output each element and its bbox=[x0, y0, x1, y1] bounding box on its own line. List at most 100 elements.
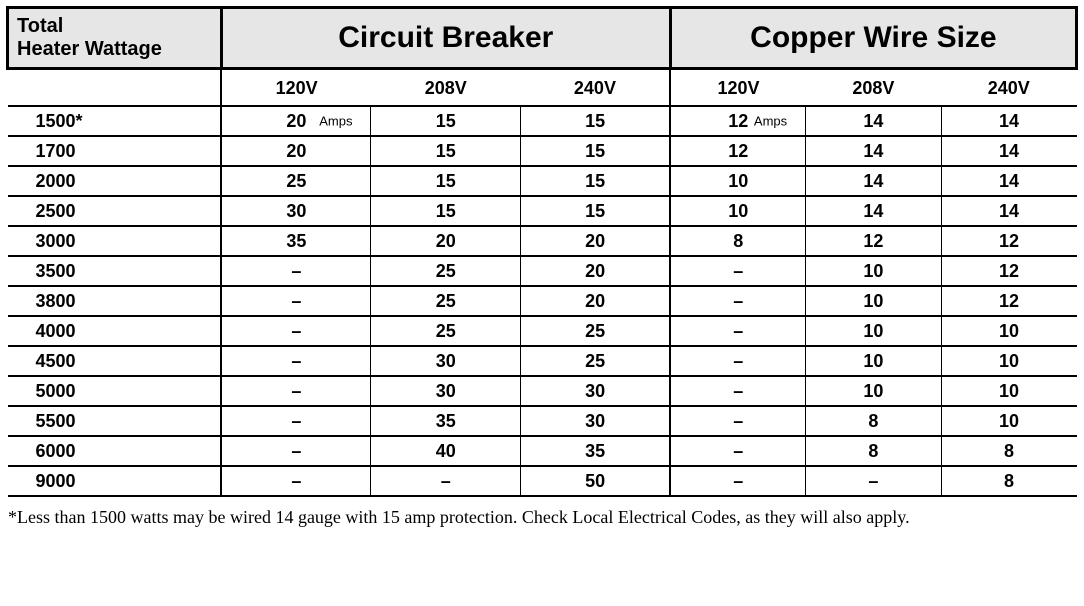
unit-label: Amps bbox=[319, 114, 352, 129]
table-cell: 8 bbox=[806, 436, 941, 466]
table-cell: 12 bbox=[941, 256, 1076, 286]
table-row: 4000–2525–1010 bbox=[8, 316, 1077, 346]
table-cell: 10 bbox=[806, 346, 941, 376]
table-cell: 4000 bbox=[8, 316, 222, 346]
table-cell: 14 bbox=[806, 136, 941, 166]
table-cell: 14 bbox=[941, 196, 1076, 226]
header-row: Total Heater Wattage Circuit Breaker Cop… bbox=[8, 8, 1077, 69]
table-cell: 12 bbox=[806, 226, 941, 256]
table-row: 300035202081212 bbox=[8, 226, 1077, 256]
table-cell: 6000 bbox=[8, 436, 222, 466]
table-cell: 30 bbox=[521, 376, 671, 406]
table-cell: 5000 bbox=[8, 376, 222, 406]
subheader-cw-240: 240V bbox=[941, 69, 1076, 107]
table-cell: – bbox=[371, 466, 521, 496]
table-cell: 10 bbox=[670, 196, 805, 226]
subheader-cb-208: 208V bbox=[371, 69, 521, 107]
table-row: 2000251515101414 bbox=[8, 166, 1077, 196]
table-cell: 25 bbox=[371, 286, 521, 316]
table-cell: – bbox=[221, 346, 371, 376]
table-cell: 20 bbox=[371, 226, 521, 256]
unit-label: Amps bbox=[754, 114, 787, 129]
table-cell: 12Amps bbox=[670, 106, 805, 136]
table-cell: 40 bbox=[371, 436, 521, 466]
table-cell: 20 bbox=[221, 136, 371, 166]
table-cell: 30 bbox=[521, 406, 671, 436]
table-cell: 14 bbox=[806, 166, 941, 196]
table-cell: 10 bbox=[806, 376, 941, 406]
table-row: 3500–2520–1012 bbox=[8, 256, 1077, 286]
subheader-cb-240: 240V bbox=[521, 69, 671, 107]
table-cell: – bbox=[221, 256, 371, 286]
table-row: 5500–3530–810 bbox=[8, 406, 1077, 436]
table-cell: 15 bbox=[371, 106, 521, 136]
table-cell: 12 bbox=[941, 226, 1076, 256]
heater-sizing-table: Total Heater Wattage Circuit Breaker Cop… bbox=[6, 6, 1078, 497]
table-cell: – bbox=[221, 466, 371, 496]
table-cell: 4500 bbox=[8, 346, 222, 376]
table-cell: 10 bbox=[941, 376, 1076, 406]
table-body: 1500*20Amps151512Amps1414170020151512141… bbox=[8, 106, 1077, 496]
table-cell: 5500 bbox=[8, 406, 222, 436]
table-cell: 25 bbox=[371, 316, 521, 346]
table-cell: – bbox=[670, 316, 805, 346]
subheader-row: 120V 208V 240V 120V 208V 240V bbox=[8, 69, 1077, 107]
table-cell: 10 bbox=[806, 286, 941, 316]
table-cell: – bbox=[670, 256, 805, 286]
table-cell: 20 bbox=[521, 256, 671, 286]
table-cell: 10 bbox=[941, 406, 1076, 436]
table-cell: 20 bbox=[521, 226, 671, 256]
table-cell: 25 bbox=[371, 256, 521, 286]
table-cell: – bbox=[221, 376, 371, 406]
table-cell: 12 bbox=[941, 286, 1076, 316]
table-cell: – bbox=[221, 436, 371, 466]
subheader-cw-208: 208V bbox=[806, 69, 941, 107]
subheader-cw-120: 120V bbox=[670, 69, 805, 107]
table-row: 5000–3030–1010 bbox=[8, 376, 1077, 406]
table-row: 4500–3025–1010 bbox=[8, 346, 1077, 376]
table-cell: – bbox=[670, 286, 805, 316]
table-cell: 3500 bbox=[8, 256, 222, 286]
table-cell: 1500* bbox=[8, 106, 222, 136]
table-cell: 8 bbox=[806, 406, 941, 436]
table-cell: 25 bbox=[221, 166, 371, 196]
table-cell: 30 bbox=[371, 346, 521, 376]
footnote: *Less than 1500 watts may be wired 14 ga… bbox=[6, 507, 1078, 528]
table-row: 1500*20Amps151512Amps1414 bbox=[8, 106, 1077, 136]
table-cell: 8 bbox=[670, 226, 805, 256]
table-cell: 9000 bbox=[8, 466, 222, 496]
table-cell: 15 bbox=[521, 136, 671, 166]
table-cell: 2500 bbox=[8, 196, 222, 226]
table-cell: 15 bbox=[371, 196, 521, 226]
subheader-empty bbox=[8, 69, 222, 107]
table-row: 3800–2520–1012 bbox=[8, 286, 1077, 316]
table-cell: 3800 bbox=[8, 286, 222, 316]
table-cell: 14 bbox=[941, 136, 1076, 166]
table-cell: 8 bbox=[941, 466, 1076, 496]
table-cell: 50 bbox=[521, 466, 671, 496]
table-cell: – bbox=[670, 436, 805, 466]
table-cell: 20 bbox=[521, 286, 671, 316]
table-cell: 30 bbox=[221, 196, 371, 226]
table-row: 2500301515101414 bbox=[8, 196, 1077, 226]
table-cell: 20Amps bbox=[221, 106, 371, 136]
header-wattage: Total Heater Wattage bbox=[8, 8, 222, 69]
table-cell: – bbox=[221, 406, 371, 436]
table-cell: – bbox=[221, 316, 371, 346]
table-cell: 15 bbox=[371, 166, 521, 196]
table-cell: 25 bbox=[521, 346, 671, 376]
table-cell: – bbox=[670, 406, 805, 436]
table-cell: 14 bbox=[806, 106, 941, 136]
table-cell: 2000 bbox=[8, 166, 222, 196]
table-cell: – bbox=[670, 466, 805, 496]
table-cell: 35 bbox=[521, 436, 671, 466]
table-cell: 10 bbox=[941, 316, 1076, 346]
table-cell: 15 bbox=[371, 136, 521, 166]
table-cell: 10 bbox=[670, 166, 805, 196]
table-cell: 1700 bbox=[8, 136, 222, 166]
header-wattage-line1: Total bbox=[17, 15, 63, 37]
table-cell: 25 bbox=[521, 316, 671, 346]
table-cell: 3000 bbox=[8, 226, 222, 256]
table-cell: – bbox=[221, 286, 371, 316]
table-cell: – bbox=[806, 466, 941, 496]
